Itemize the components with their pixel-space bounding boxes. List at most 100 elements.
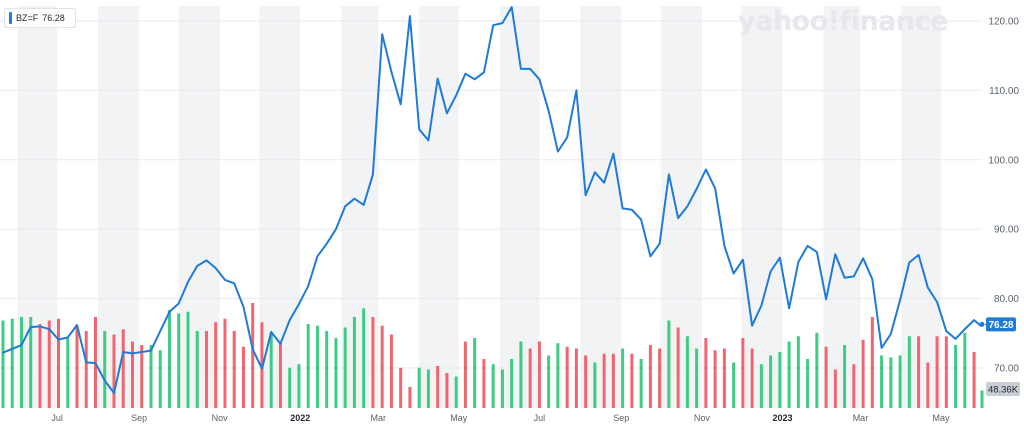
volume-bar (278, 341, 282, 408)
x-tick-label: Sep (131, 413, 147, 423)
volume-bar (528, 348, 532, 408)
volume-bar (574, 348, 578, 408)
yahoo-finance-watermark: yahoo!finance (738, 6, 948, 37)
volume-bar (889, 357, 893, 408)
volume-bar (806, 359, 810, 408)
volume-bar (112, 334, 116, 408)
volume-bar (519, 341, 523, 408)
volume-bar (917, 336, 921, 408)
volume-bar (778, 352, 782, 408)
volume-bar (787, 341, 791, 408)
volume-bar (980, 390, 984, 408)
y-tick-label: 70.00 (994, 364, 1019, 375)
volume-bar (19, 317, 23, 408)
volume-bar (241, 346, 245, 408)
volume-bar (1, 320, 5, 408)
month-shade-band (823, 6, 861, 408)
volume-bar (648, 345, 652, 408)
volume-bar (167, 310, 171, 408)
volume-bar (547, 355, 551, 408)
volume-bar (685, 336, 689, 408)
volume-bar (658, 348, 662, 408)
last-price-badge-label: 76.28 (988, 320, 1013, 331)
volume-bar (426, 369, 430, 408)
month-shade-band (419, 6, 459, 408)
volume-bar (500, 369, 504, 408)
x-tick-label: Sep (613, 413, 629, 423)
volume-bar (759, 364, 763, 408)
volume-bar (750, 348, 754, 408)
volume-bar (732, 362, 736, 408)
y-tick-label: 90.00 (994, 225, 1019, 236)
volume-bar (269, 332, 273, 408)
volume-bar (491, 364, 495, 408)
volume-bar (408, 387, 412, 408)
volume-bar (833, 369, 837, 408)
volume-bar (926, 362, 930, 408)
volume-bar (195, 331, 199, 408)
volume-bar (843, 345, 847, 408)
volume-bar (473, 338, 477, 408)
volume-bar (584, 355, 588, 408)
x-tick-label: Mar (370, 413, 386, 423)
volume-bar (907, 336, 911, 408)
volume-bar (463, 341, 467, 408)
volume-bar (630, 353, 634, 408)
volume-bar (158, 350, 162, 408)
month-shade-band (901, 6, 942, 408)
x-tick-label: Nov (694, 413, 711, 423)
volume-bar (214, 322, 218, 408)
volume-bar (297, 364, 301, 408)
volume-bar (880, 355, 884, 408)
volume-bar (556, 343, 560, 408)
volume-bar (417, 367, 421, 408)
volume-bar (288, 367, 292, 408)
x-tick-label: May (450, 413, 468, 423)
y-tick-label: 120.00 (988, 17, 1019, 28)
volume-bar (454, 376, 458, 408)
volume-badge (986, 382, 1020, 396)
volume-bar (796, 336, 800, 408)
volume-bar (537, 341, 541, 408)
volume-bar (121, 329, 125, 408)
month-shade-band (741, 6, 783, 408)
volume-bar (140, 345, 144, 408)
x-tick-label: Mar (853, 413, 869, 423)
volume-bar (232, 331, 236, 408)
volume-bar (325, 331, 329, 408)
volume-bar (38, 324, 42, 408)
volume-bar (963, 332, 967, 408)
month-shade-band (17, 6, 58, 408)
volume-bar (769, 355, 773, 408)
volume-bar (824, 346, 828, 408)
series-legend[interactable]: BZ=F 76.28 (4, 8, 76, 28)
month-shade-band (580, 6, 622, 408)
volume-bar (676, 327, 680, 408)
volume-bar (944, 336, 948, 408)
volume-bar (29, 317, 33, 408)
volume-bar (445, 373, 449, 408)
volume-bar (343, 327, 347, 408)
volume-bar (352, 317, 356, 408)
x-tick-label: 2023 (772, 413, 792, 423)
volume-bar (593, 362, 597, 408)
series-color-swatch (9, 12, 12, 24)
volume-bar (334, 338, 338, 408)
volume-bar (898, 355, 902, 408)
volume-bar (186, 311, 190, 408)
last-price-badge (986, 317, 1016, 332)
volume-bar (667, 320, 671, 408)
volume-bar (251, 303, 255, 408)
volume-badge-label: 48.36K (988, 385, 1019, 396)
volume-bar (935, 336, 939, 408)
volume-bar (482, 359, 486, 408)
volume-bar (399, 367, 403, 408)
volume-bar (56, 318, 60, 408)
y-tick-label: 80.00 (994, 294, 1019, 305)
volume-bar (602, 353, 606, 408)
volume-bar (315, 325, 319, 408)
x-tick-label: Jul (534, 413, 546, 423)
last-price-dot (979, 321, 985, 327)
